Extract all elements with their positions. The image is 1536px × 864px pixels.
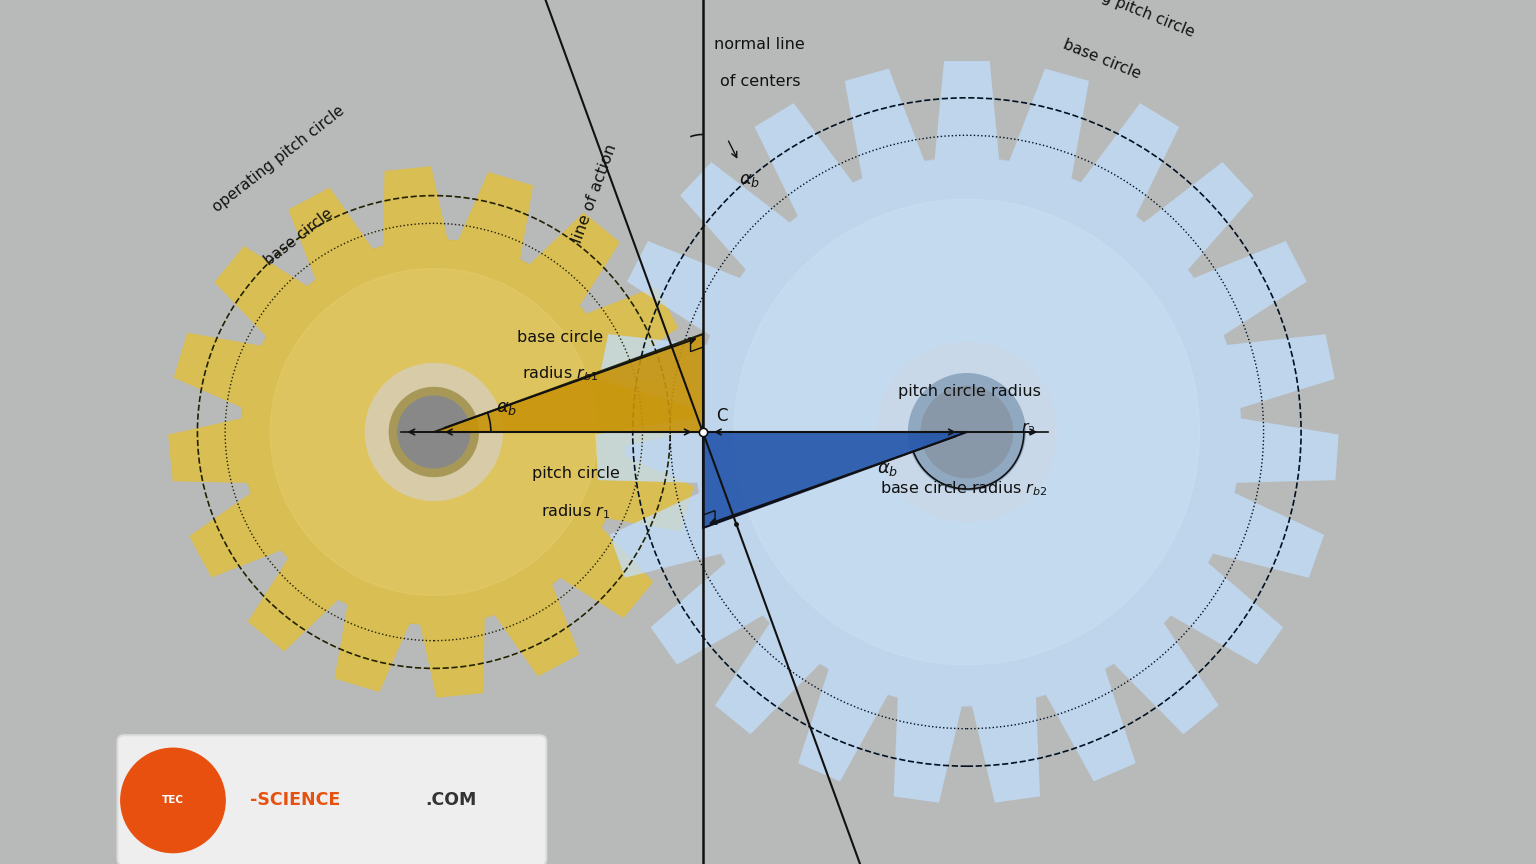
Text: .COM: .COM [425,791,478,810]
Circle shape [922,386,1012,478]
Circle shape [121,748,226,853]
Circle shape [389,387,478,477]
Text: base circle radius $r_{b2}$: base circle radius $r_{b2}$ [880,479,1048,498]
Circle shape [693,158,1241,706]
Text: C: C [716,408,728,425]
Text: TEC: TEC [161,796,184,805]
Text: $r_2$: $r_2$ [1021,420,1035,436]
Polygon shape [703,432,966,528]
Text: of centers: of centers [719,74,800,89]
Polygon shape [596,61,1338,803]
Text: $\alpha_b$: $\alpha_b$ [739,171,760,189]
Text: line of action: line of action [570,142,619,245]
Polygon shape [433,334,703,432]
Text: $\alpha_b$: $\alpha_b$ [877,460,899,478]
Text: pitch circle radius: pitch circle radius [899,384,1041,399]
Circle shape [877,342,1057,522]
Circle shape [398,396,470,468]
Circle shape [270,269,598,595]
Circle shape [241,239,627,625]
Polygon shape [167,166,699,698]
FancyBboxPatch shape [118,735,547,864]
Text: -SCIENCE: -SCIENCE [250,791,339,810]
Text: $\alpha_b$: $\alpha_b$ [496,399,518,417]
Text: normal line: normal line [714,37,805,52]
Circle shape [366,364,502,500]
Text: base circle: base circle [518,330,604,346]
Polygon shape [596,61,1338,803]
Text: pitch circle: pitch circle [531,466,619,480]
Text: base circle: base circle [261,206,336,269]
Text: operating pitch circle: operating pitch circle [1040,0,1197,41]
Circle shape [909,374,1025,490]
Text: operating pitch circle: operating pitch circle [210,103,347,215]
Polygon shape [167,166,699,698]
Text: base circle: base circle [1061,36,1143,81]
Text: radius $r_1$: radius $r_1$ [541,503,610,522]
Circle shape [734,200,1200,664]
Text: radius $r_{b1}$: radius $r_{b1}$ [522,364,598,383]
